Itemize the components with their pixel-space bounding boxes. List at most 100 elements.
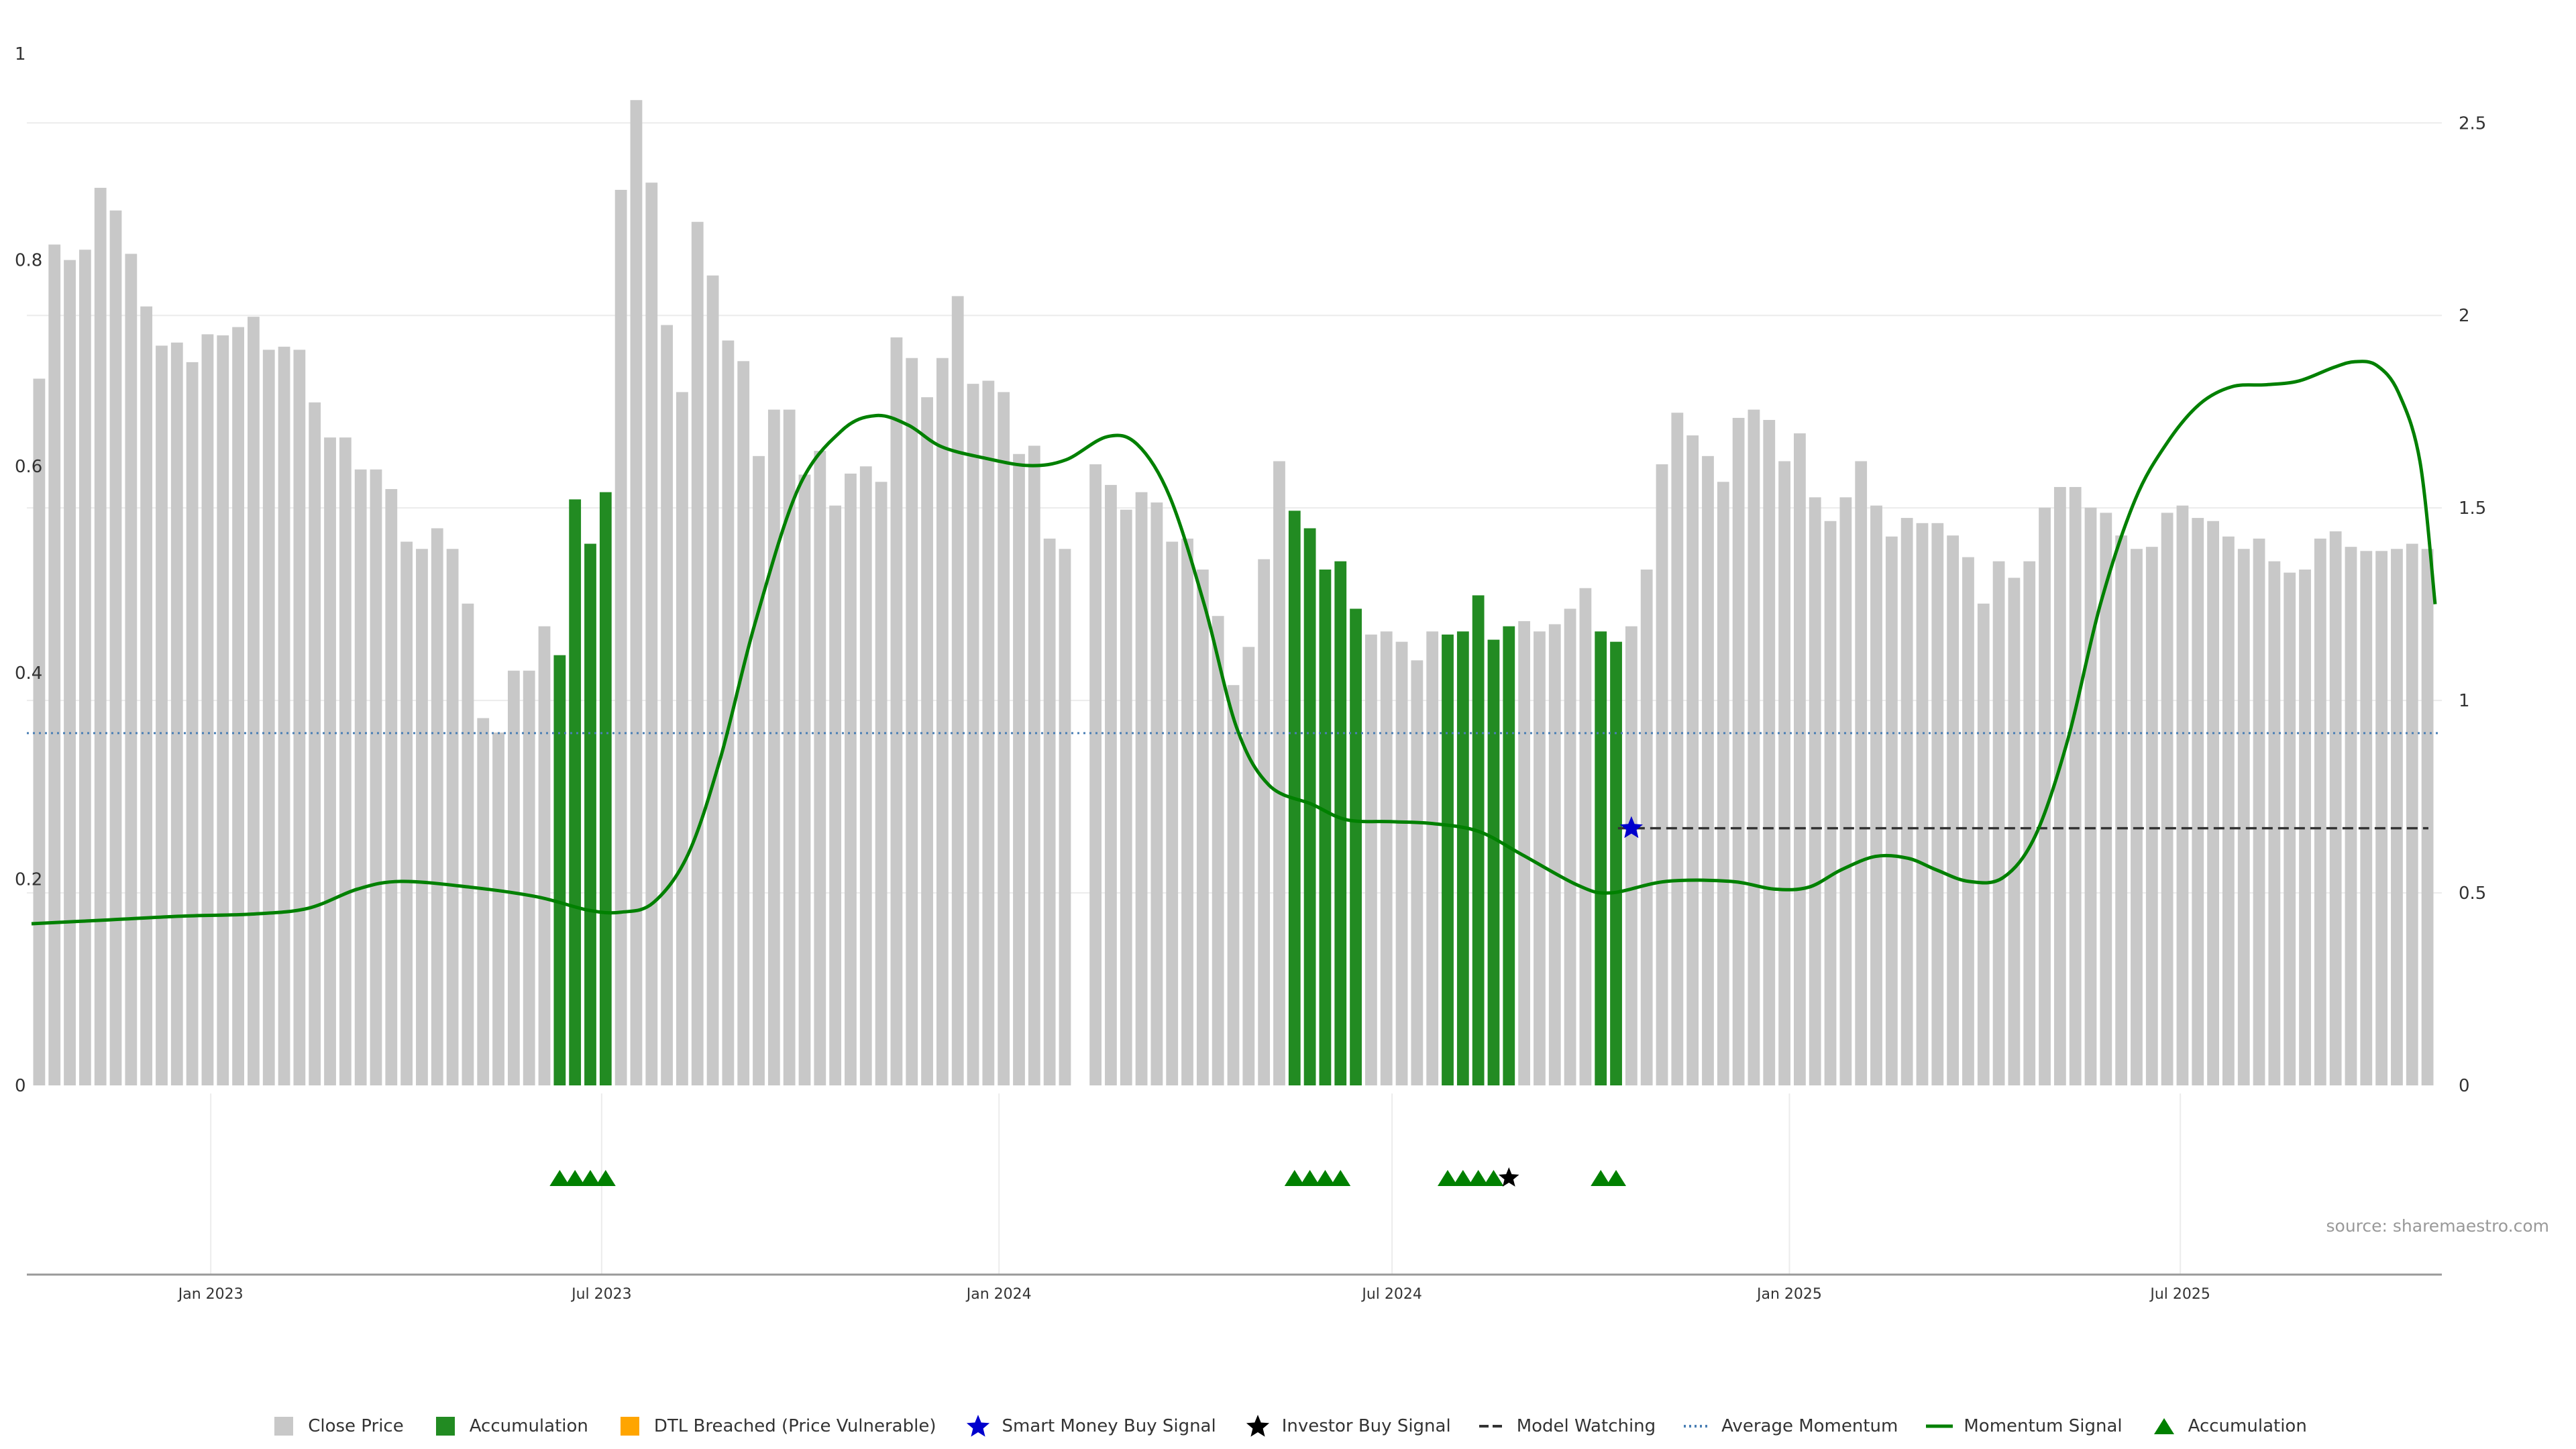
close-price-bar [906, 358, 918, 1086]
close-price-bar [248, 317, 260, 1086]
close-price-bar [1732, 417, 1745, 1085]
close-price-bar [431, 528, 443, 1085]
close-price-bar [1962, 557, 1974, 1085]
legend-marker-icon [1684, 1425, 1711, 1428]
accumulation-triangle-icon [595, 1170, 616, 1186]
close-price-bar [2406, 543, 2418, 1085]
close-price-bar [78, 250, 91, 1086]
legend-marker-icon [966, 1415, 989, 1437]
close-price-bar [1258, 559, 1271, 1085]
close-price-bar [2421, 549, 2434, 1085]
close-price-bar [859, 466, 872, 1085]
close-price-bar [1120, 509, 1132, 1085]
close-price-bar [1395, 641, 1408, 1085]
close-price-bar [875, 482, 888, 1085]
x-axis-tick-label: Jan 2024 [965, 1286, 1032, 1303]
close-price-bar [2237, 549, 2250, 1085]
legend-label: Accumulation [469, 1416, 588, 1436]
close-price-bar [1043, 538, 1056, 1085]
close-price-bar [1855, 461, 1868, 1085]
close-price-bar [798, 474, 811, 1085]
x-axis-tick-label: Jul 2023 [570, 1286, 632, 1303]
legend-label: Close Price [308, 1416, 404, 1436]
accumulation-triangle-icon [1299, 1170, 1320, 1186]
legend-label: Model Watching [1516, 1416, 1656, 1436]
close-price-bar [2053, 486, 2066, 1085]
close-price-bar [676, 392, 688, 1085]
close-price-bar [2375, 551, 2388, 1085]
close-price-bar [2161, 513, 2174, 1085]
accumulation-bar [1472, 595, 1485, 1085]
legend-marker-icon [1926, 1424, 1953, 1428]
close-price-bar [385, 489, 398, 1085]
close-price-bar [201, 334, 214, 1086]
close-price-bar [1196, 570, 1209, 1085]
close-price-bar [507, 670, 520, 1085]
legend-label: Average Momentum [1721, 1416, 1898, 1436]
accumulation-bar [1503, 626, 1515, 1085]
accumulation-triangle-icon [1284, 1170, 1305, 1186]
left-axis-tick-label: 0.8 [15, 251, 42, 271]
close-price-bar [661, 325, 673, 1085]
close-price-bar [767, 409, 780, 1085]
close-price-bar [400, 541, 413, 1085]
close-price-bar [1702, 455, 1714, 1085]
close-price-bar [921, 397, 933, 1085]
close-price-bar [1013, 453, 1025, 1085]
lines-layer [27, 360, 2442, 926]
close-price-bar [477, 718, 490, 1085]
close-price-bar [1242, 647, 1255, 1085]
close-price-bar [1564, 608, 1576, 1085]
close-price-bar [1931, 523, 1944, 1085]
close-price-bar [462, 603, 474, 1085]
close-price-bar [217, 335, 229, 1085]
close-price-bar [1625, 626, 1638, 1085]
close-price-bar [354, 469, 367, 1085]
close-price-bar [2069, 486, 2082, 1085]
accumulation-bar [1487, 639, 1500, 1085]
close-price-bar [2100, 513, 2112, 1085]
close-price-bar [1166, 541, 1179, 1085]
close-price-bar [2084, 507, 2097, 1085]
close-price-bar [936, 358, 949, 1086]
legend-item: Investor Buy Signal [1243, 1414, 1451, 1438]
accumulation-bar [584, 543, 596, 1085]
right-axis-tick-label: 1.5 [2459, 498, 2486, 519]
close-price-bar [2192, 518, 2204, 1085]
accumulation-bar [553, 655, 566, 1085]
close-price-bar [2345, 547, 2357, 1085]
legend-label: Accumulation [2188, 1416, 2307, 1436]
close-price-bar [370, 469, 382, 1085]
legend-marker-icon [1246, 1415, 1269, 1437]
left-axis-tick-label: 1 [15, 44, 26, 64]
legend-item: Close Price [269, 1414, 404, 1438]
close-price-bar [94, 187, 107, 1086]
right-axis-tick-label: 0.5 [2459, 883, 2486, 904]
close-price-bar [2039, 507, 2051, 1085]
close-price-bar [1839, 497, 1852, 1085]
close-price-bar [2115, 535, 2128, 1085]
close-price-bar [1870, 505, 1882, 1085]
accumulation-bar [1303, 528, 1316, 1085]
investor-buy-signal-icon [1499, 1167, 1519, 1187]
close-price-bar [446, 549, 459, 1085]
close-price-bar [1518, 621, 1531, 1085]
smart-money-buy-signal-icon [1619, 816, 1643, 839]
close-price-bar [1227, 685, 1240, 1085]
x-axis-tick-label: Jul 2024 [1360, 1286, 1422, 1303]
close-price-bar [416, 549, 428, 1085]
close-price-bar [1778, 461, 1790, 1085]
legend-item: Momentum Signal [1925, 1414, 2123, 1438]
close-price-bar [1548, 624, 1561, 1085]
accumulation-bar [569, 499, 582, 1085]
close-price-bar [1671, 413, 1684, 1085]
close-price-bar [2176, 505, 2189, 1085]
accumulation-triangle-icon [580, 1170, 600, 1186]
close-price-bar [1105, 484, 1117, 1085]
close-price-bar [140, 306, 153, 1085]
close-price-bar [2268, 561, 2281, 1085]
close-price-bar [706, 275, 719, 1085]
close-price-bar [1135, 492, 1148, 1085]
close-price-bar [1794, 433, 1806, 1085]
source-note: source: sharemaestro.com [2326, 1216, 2550, 1236]
